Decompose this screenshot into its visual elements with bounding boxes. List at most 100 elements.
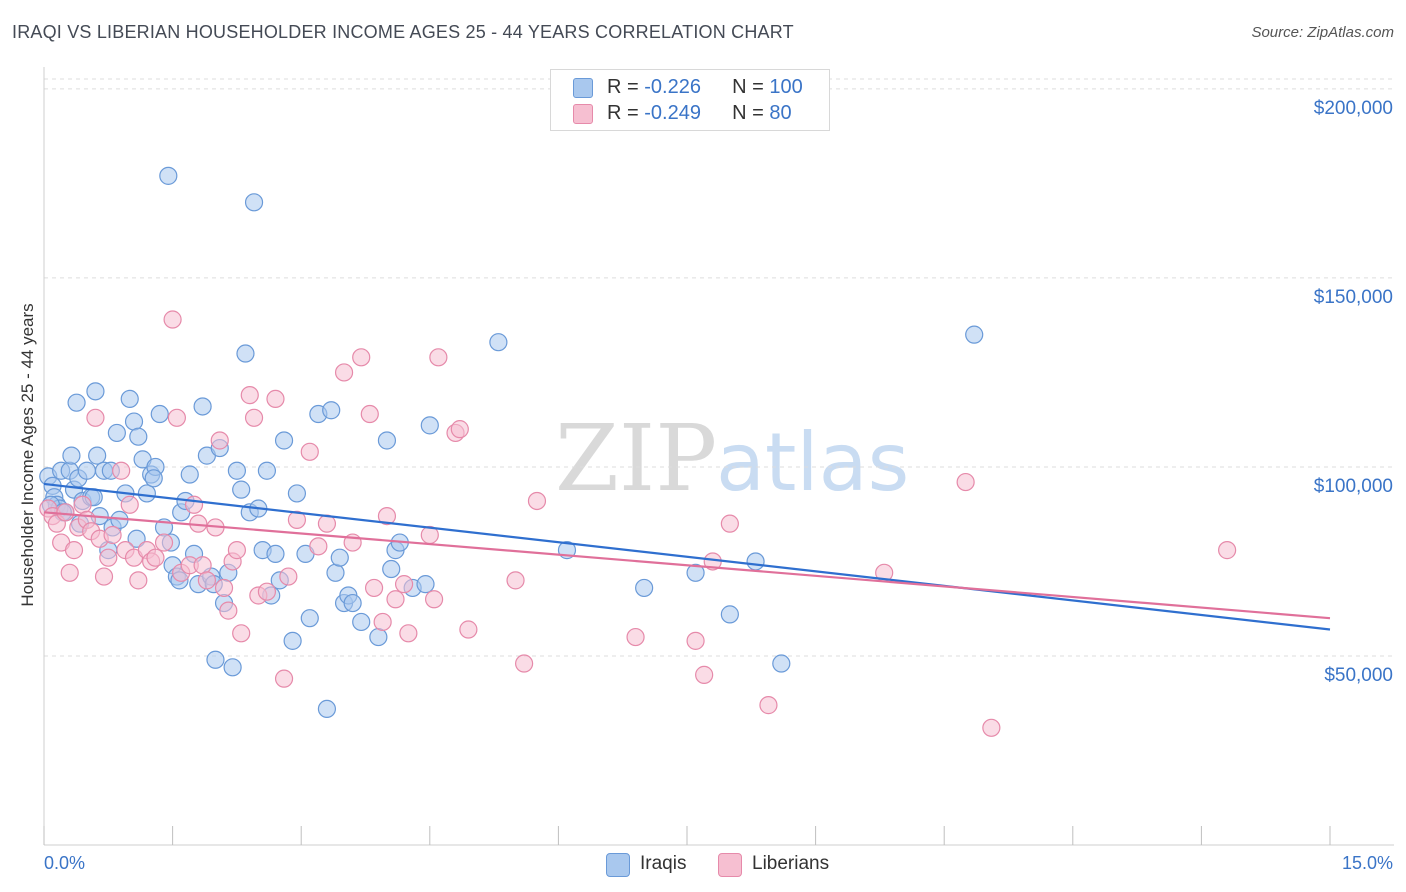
y-tick-label: $200,000: [1314, 98, 1393, 119]
liberians-n-label: N =: [732, 102, 764, 124]
iraqis-r-label: R =: [607, 76, 639, 98]
iraqi-point: [416, 575, 435, 594]
liberian-point: [982, 718, 1001, 737]
liberian-point: [399, 624, 418, 643]
iraqi-point: [223, 658, 242, 677]
iraqi-point: [77, 461, 96, 480]
iraqi-point: [159, 166, 178, 185]
liberians-points: [39, 310, 1237, 737]
liberian-point: [163, 310, 182, 329]
iraqi-point: [343, 593, 362, 613]
chart-title: IRAQI VS LIBERIAN HOUSEHOLDER INCOME AGE…: [12, 22, 794, 42]
liberian-point: [219, 601, 238, 620]
liberian-point: [197, 571, 216, 590]
iraqi-point: [232, 480, 251, 499]
iraqi-point: [124, 412, 144, 431]
iraqi-point: [107, 423, 126, 443]
iraqi-point: [965, 325, 984, 344]
iraqi-point: [120, 389, 139, 409]
liberian-point: [459, 620, 478, 639]
iraqi-point: [322, 401, 341, 420]
liberian-point: [244, 408, 264, 427]
liberian-point: [450, 420, 469, 439]
iraqi-point: [317, 699, 337, 719]
liberian-point: [60, 563, 79, 582]
source-note: Source: ZipAtlas.com: [1251, 24, 1394, 41]
y-axis-label: Householder Income Ages 25 - 44 years: [18, 303, 37, 607]
series-legend: Iraqis Liberians: [0, 852, 1406, 878]
iraqi-point: [746, 552, 765, 571]
liberian-point: [394, 575, 414, 594]
iraqi-point: [283, 631, 302, 650]
iraqi-point: [244, 193, 264, 212]
liberian-point: [424, 590, 444, 609]
liberian-point: [956, 472, 975, 492]
liberians-trend-line: [43, 511, 1331, 620]
liberian-point: [103, 525, 122, 545]
iraqi-point: [257, 461, 277, 480]
iraqi-point: [144, 469, 163, 488]
liberians-r-label: R =: [607, 102, 639, 124]
liberian-point: [309, 537, 328, 556]
liberian-point: [300, 442, 319, 461]
liberian-point: [686, 631, 705, 650]
y-tick-label: $50,000: [1324, 665, 1393, 686]
liberian-point: [73, 495, 92, 514]
liberian-point: [227, 541, 246, 560]
iraqis-legend-label: Iraqis: [640, 853, 687, 874]
liberian-point: [257, 582, 277, 601]
liberian-point: [94, 567, 114, 586]
liberian-point: [146, 548, 165, 567]
liberian-point: [279, 567, 298, 586]
iraqi-point: [86, 382, 105, 401]
iraqi-point: [489, 333, 508, 352]
iraqi-point: [227, 461, 246, 480]
correlation-legend: R = -0.226 N = 100 R = -0.249 N = 80: [550, 69, 830, 131]
liberians-r-value: -0.249: [644, 102, 701, 124]
liberians-swatch: [573, 104, 593, 124]
liberian-point: [695, 665, 714, 684]
iraqi-point: [150, 404, 169, 424]
liberian-point: [352, 348, 371, 367]
liberian-point: [154, 533, 174, 552]
iraqi-point: [266, 544, 285, 564]
iraqi-point: [129, 427, 148, 446]
iraqi-point: [686, 563, 705, 582]
liberian-point: [120, 495, 139, 514]
liberians-legend-label: Liberians: [752, 853, 830, 874]
liberian-point: [506, 571, 525, 590]
liberian-point: [334, 363, 354, 382]
liberian-point: [167, 408, 186, 427]
iraqi-point: [127, 529, 146, 548]
liberian-point: [364, 578, 384, 598]
liberian-point: [759, 696, 778, 715]
liberian-point: [527, 491, 547, 511]
iraqis-points: [39, 166, 984, 719]
y-tick-label: $100,000: [1314, 476, 1393, 497]
liberians-legend-swatch: [718, 853, 742, 877]
liberian-point: [210, 431, 229, 450]
liberian-point: [129, 571, 148, 590]
iraqi-point: [236, 344, 255, 363]
iraqis-trend-line: [43, 482, 1331, 631]
iraqi-point: [720, 605, 739, 624]
iraqi-point: [62, 446, 81, 465]
iraqi-point: [193, 397, 212, 416]
liberian-point: [1218, 541, 1237, 560]
iraqi-point: [330, 548, 349, 567]
liberian-point: [64, 541, 84, 560]
liberian-point: [515, 654, 534, 673]
iraqi-point: [300, 609, 319, 628]
iraqis-legend-swatch: [606, 853, 630, 877]
iraqi-point: [137, 484, 156, 503]
watermark-atlas: atlas: [716, 416, 909, 509]
liberian-point: [266, 389, 285, 409]
liberian-point: [429, 348, 448, 367]
liberian-point: [386, 590, 405, 609]
liberians-n-value: 80: [769, 102, 792, 124]
iraqi-point: [88, 446, 107, 465]
liberian-point: [112, 461, 131, 480]
liberian-point: [720, 514, 739, 533]
watermark-zip: ZIP: [555, 405, 717, 512]
iraqi-point: [635, 578, 654, 598]
